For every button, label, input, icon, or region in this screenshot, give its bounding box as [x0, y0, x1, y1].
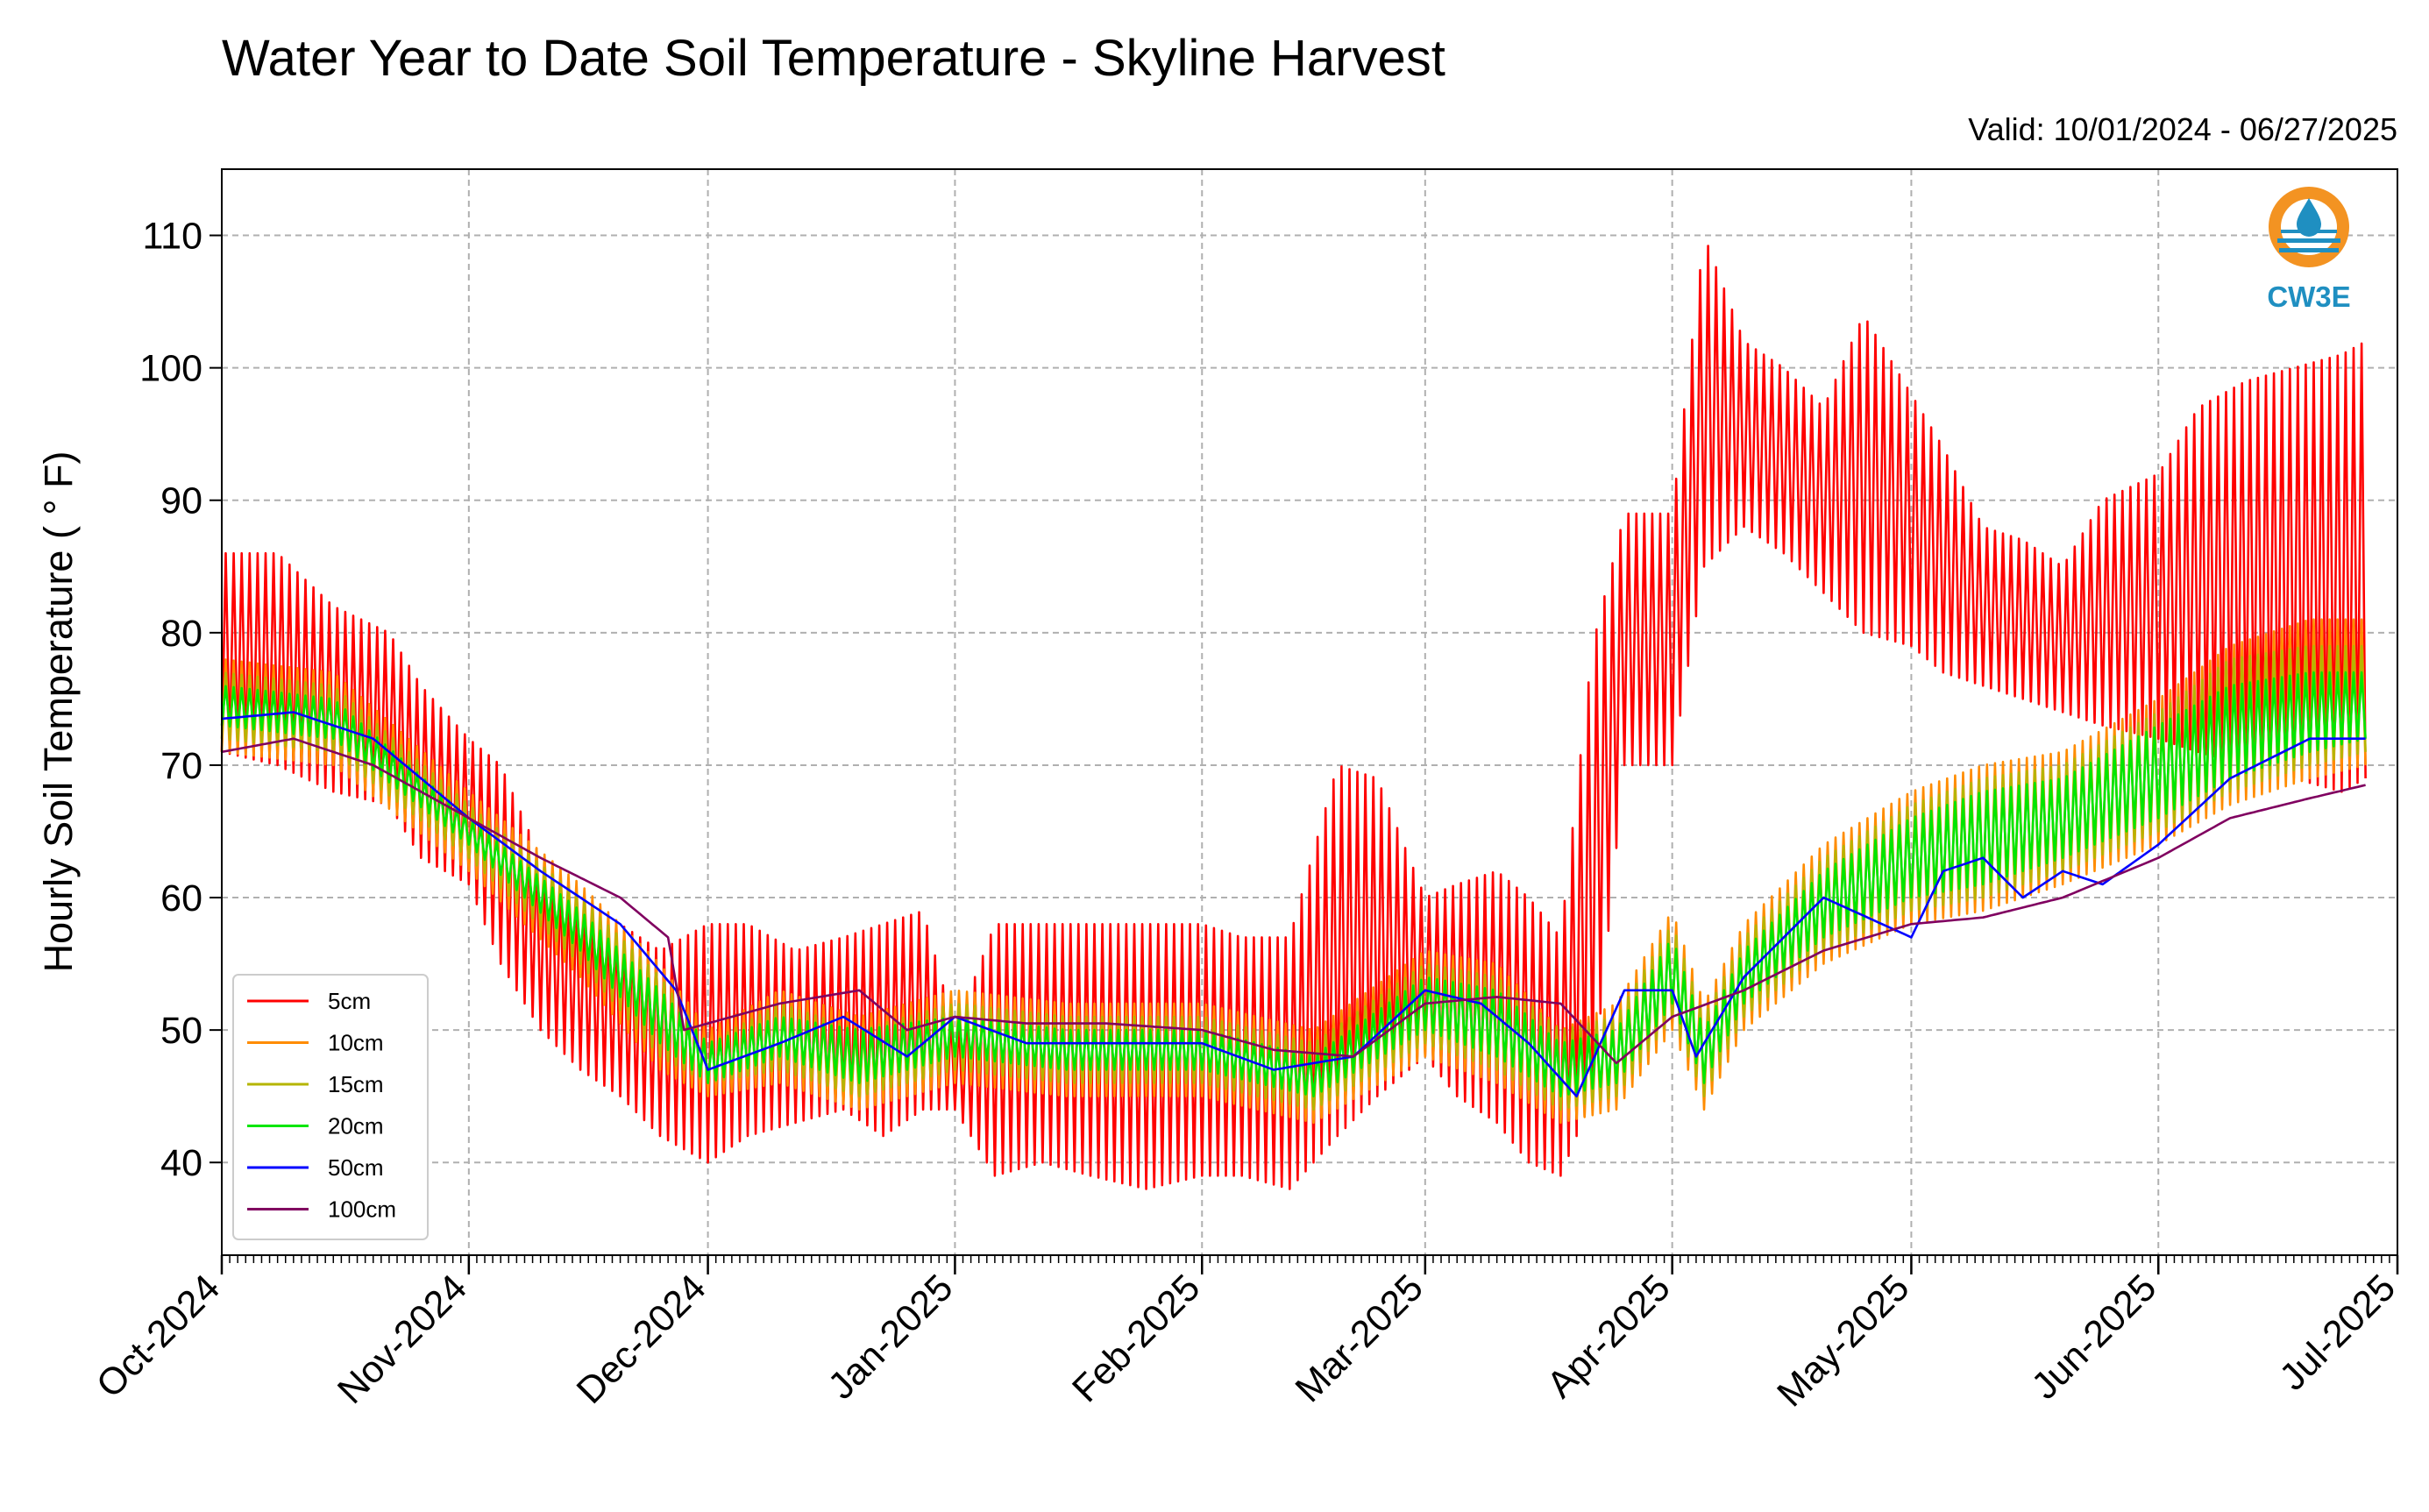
x-tick-label: Jan-2025	[820, 1267, 962, 1408]
series-line-5cm	[220, 245, 2367, 1190]
y-tick-label: 80	[160, 613, 202, 655]
legend-label-5cm: 5cm	[328, 988, 371, 1014]
chart-title: Water Year to Date Soil Temperature - Sk…	[222, 30, 1445, 87]
x-tick-label: Oct-2024	[89, 1267, 228, 1406]
series-line-100cm	[221, 737, 2366, 1065]
y-tick-label: 100	[139, 348, 202, 390]
x-tick-label: Dec-2024	[569, 1267, 714, 1412]
y-tick-label: 70	[160, 745, 202, 787]
logo-waves	[2277, 230, 2340, 252]
x-tick-label: Jun-2025	[2024, 1267, 2165, 1408]
y-axis-label: Hourly Soil Temperature ( ° F)	[36, 451, 81, 973]
legend-label-15cm: 15cm	[328, 1071, 384, 1097]
legend-label-20cm: 20cm	[328, 1113, 384, 1139]
y-tick-label: 40	[160, 1142, 202, 1184]
y-tick-label: 110	[142, 216, 202, 258]
legend-label-50cm: 50cm	[328, 1154, 384, 1181]
y-tick-label: 90	[160, 480, 202, 522]
series-line-15cm	[220, 644, 2367, 1111]
y-tick-label: 60	[160, 877, 202, 919]
x-tick-label: Jul-2025	[2271, 1267, 2404, 1399]
valid-range-subtitle: Valid: 10/01/2024 - 06/27/2025	[1968, 111, 2397, 147]
x-tick-label: May-2025	[1769, 1267, 1917, 1415]
cw3e-logo: CW3E	[2267, 187, 2351, 313]
legend-label-100cm: 100cm	[328, 1196, 396, 1223]
x-tick-label: Mar-2025	[1288, 1267, 1431, 1410]
legend-box	[232, 974, 429, 1240]
y-tick-label: 50	[160, 1010, 202, 1052]
series-line-50cm	[221, 711, 2366, 1097]
series-lines	[220, 245, 2367, 1190]
legend: 5cm 10cm 15cm 20cm 50cm 100cm	[232, 974, 429, 1240]
plot-frame	[221, 168, 2398, 1256]
x-tick-label: Nov-2024	[330, 1267, 475, 1412]
legend-label-10cm: 10cm	[328, 1030, 384, 1056]
logo-text: CW3E	[2267, 280, 2350, 313]
x-tick-label: Feb-2025	[1064, 1267, 1208, 1410]
x-tick-label: Apr-2025	[1539, 1267, 1679, 1406]
logo-drop	[2297, 198, 2321, 237]
